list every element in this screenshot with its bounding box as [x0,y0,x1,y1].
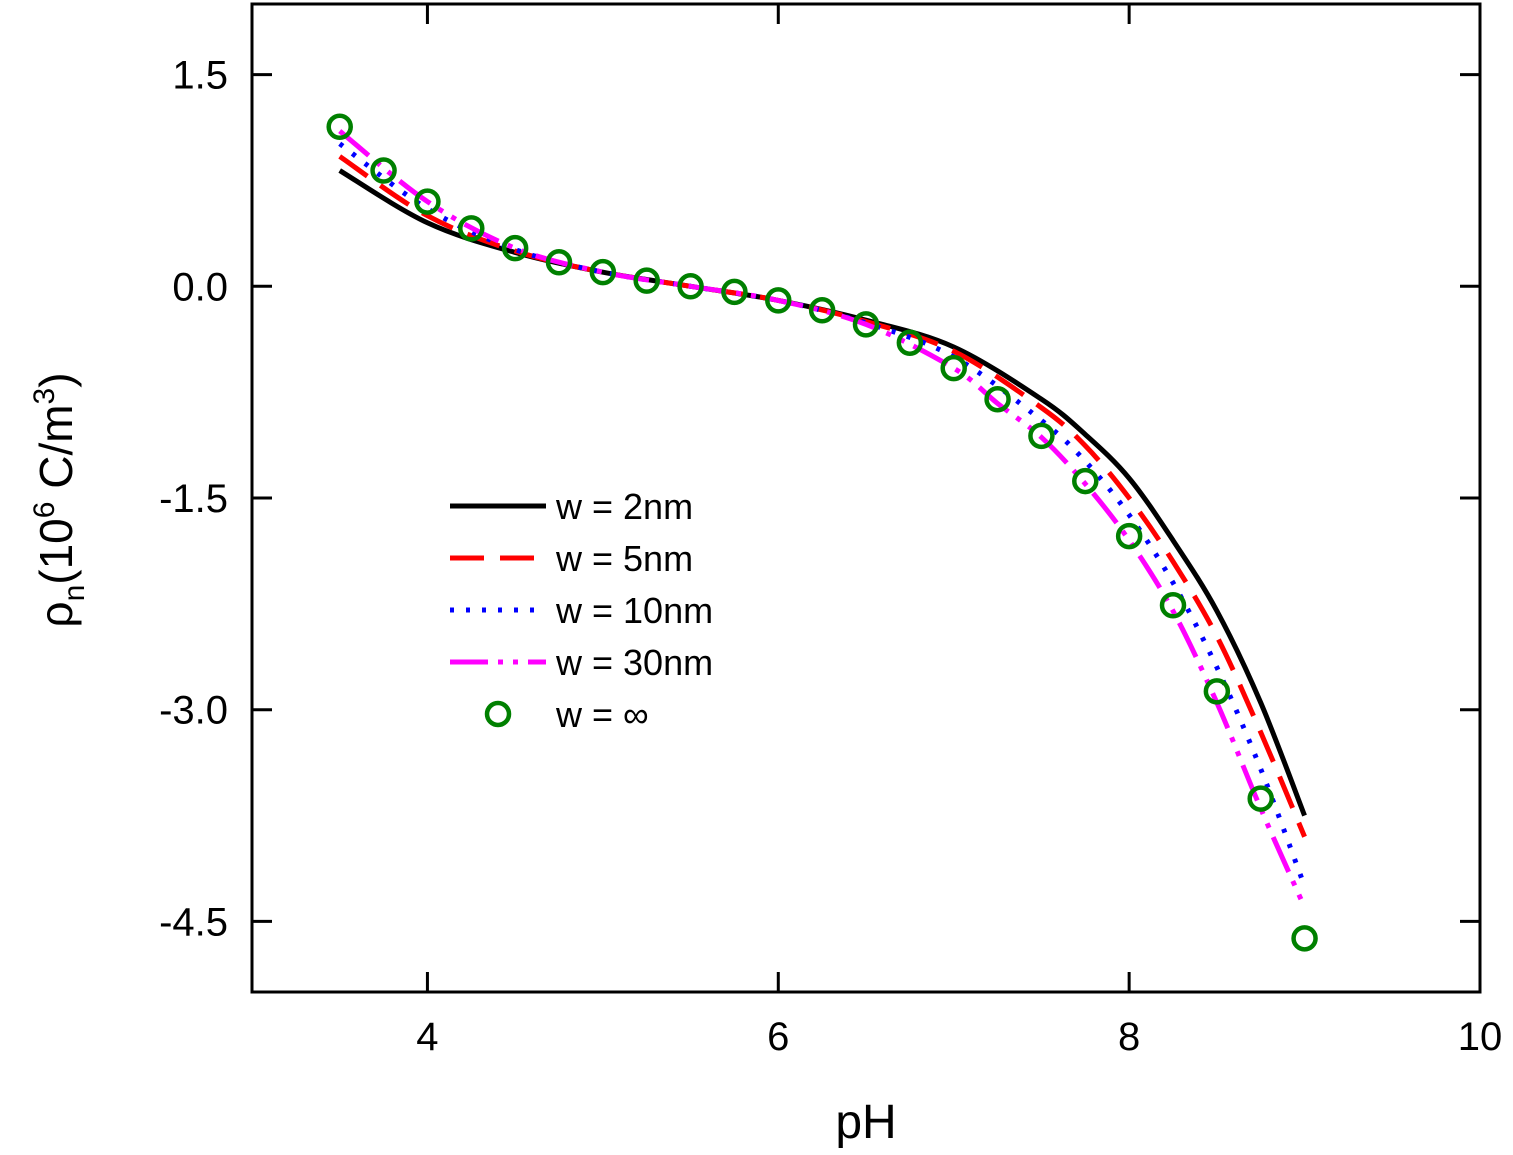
marker-w-inf [852,311,880,338]
y-tick-label: -4.5 [159,900,228,944]
marker-w-inf [940,354,967,382]
legend-label: w = 5nm [555,538,693,579]
marker-w-inf [633,267,660,294]
x-tick-label: 8 [1118,1015,1140,1059]
y-axis-label-subscript: n [58,585,91,602]
y-axis-label-unit-power: 3 [28,388,61,405]
series-line-w-5nm [338,154,1307,838]
marker-w-inf [721,278,748,306]
marker-w-inf [1247,785,1274,812]
marker-w-inf [1028,422,1055,450]
y-tick-label: -1.5 [159,477,228,521]
y-axis-label-base: ρ [30,601,82,627]
marker-w-inf [896,329,924,356]
marker-w-inf [1291,925,1318,952]
y-axis-label-open: (10 [30,518,82,584]
y-axis-label-unit: C/m [30,404,82,501]
marker-w-inf [545,249,573,276]
y-tick-label: 0.0 [172,265,228,309]
legend-label: w = 10nm [555,590,713,631]
marker-w-inf [1115,522,1143,550]
series-line-w-10nm [338,141,1307,888]
marker-w-inf [1203,678,1231,705]
marker-w-inf [501,234,529,262]
legend-label: w = ∞ [555,694,649,735]
y-axis-label-close: ) [30,372,82,387]
y-axis-label: ρn(106 C/m3) [28,372,91,627]
marker-w-inf [984,385,1011,413]
x-tick-label: 4 [416,1015,438,1059]
series-layer [338,129,1307,909]
marker-w-inf [765,287,792,314]
marker-w-inf [808,297,836,324]
x-axis-label: pH [835,1096,896,1149]
series-line-w-2nm [338,168,1307,817]
marker-layer [326,113,1318,952]
marker-w-inf [1159,592,1187,619]
ticks-layer: 4 6 8 10 1.5 0.0 -1.5 -3.0 -4.5 [159,4,1502,1059]
x-tick-label: 6 [767,1015,789,1059]
marker-w-inf [370,157,397,184]
legend-label: w = 30nm [555,642,713,683]
y-tick-label: 1.5 [172,54,228,98]
marker-w-inf [677,273,704,300]
legend-label: w = 2nm [555,486,693,527]
x-tick-label: 10 [1458,1015,1503,1059]
plot-frame [250,2,1482,994]
legend: w = 2nm w = 5nm w = 10nm w = 30nm w = ∞ [450,486,713,735]
marker-w-inf [458,215,485,242]
y-tick-label: -3.0 [159,689,228,733]
marker-w-inf [414,188,441,215]
marker-w-inf [326,113,353,141]
marker-w-inf [589,258,617,286]
y-axis-label-power: 6 [28,502,61,519]
marker-w-inf [1072,467,1099,495]
legend-swatch-w-inf [484,700,512,728]
